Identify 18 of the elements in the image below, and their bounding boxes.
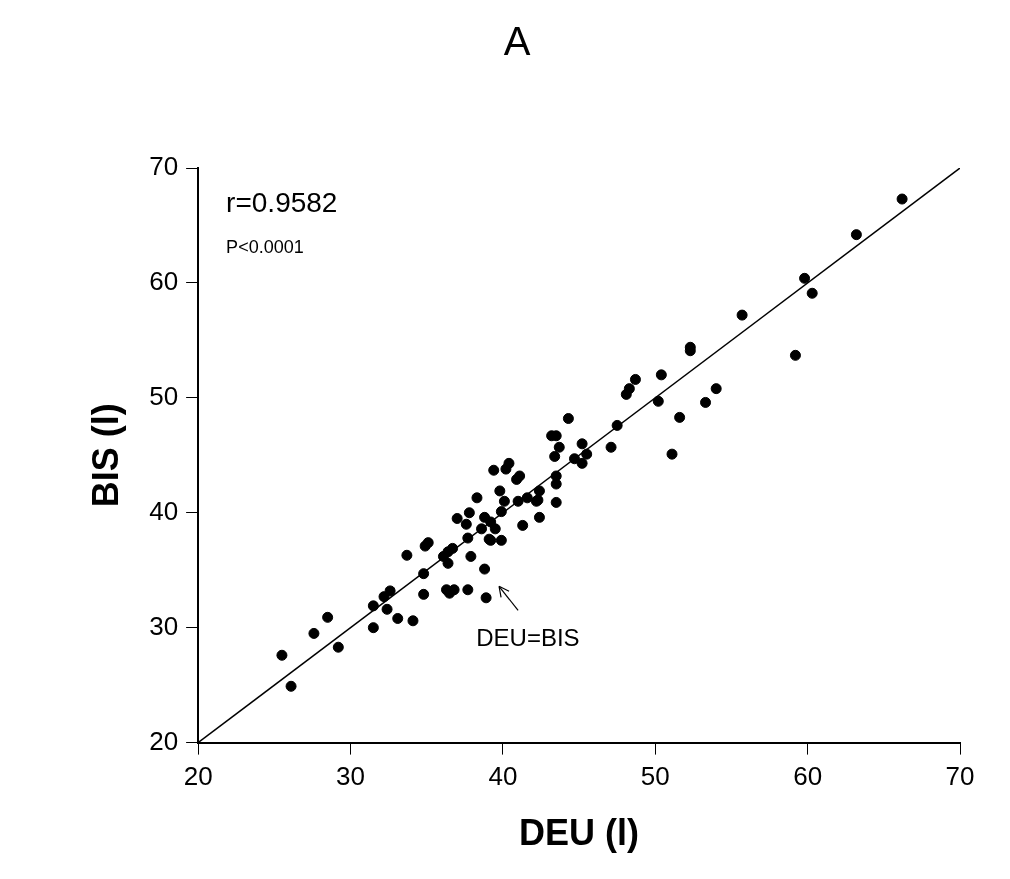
x-tick-label: 70: [945, 761, 975, 792]
x-tick-label: 20: [183, 761, 213, 792]
x-tick-label: 50: [640, 761, 670, 792]
annotation: DEU=BIS: [476, 623, 580, 651]
y-tick-label: 30: [149, 610, 179, 641]
y-tick-label: 40: [149, 495, 179, 526]
y-tick-label: 70: [149, 151, 179, 182]
annotation: P<0.0001: [226, 236, 304, 257]
y-tick-label: 50: [149, 381, 179, 412]
y-tick-label: 60: [149, 266, 179, 297]
x-tick-label: 40: [488, 761, 518, 792]
annotation: r=0.9582: [226, 186, 338, 218]
x-tick-label: 60: [793, 761, 823, 792]
y-tick-label: 20: [149, 725, 179, 756]
x-axis-title: DEU (l): [519, 812, 640, 854]
y-axis-title: BIS (l): [84, 403, 126, 508]
chart-title: A: [503, 19, 531, 64]
x-tick-label: 30: [336, 761, 365, 792]
